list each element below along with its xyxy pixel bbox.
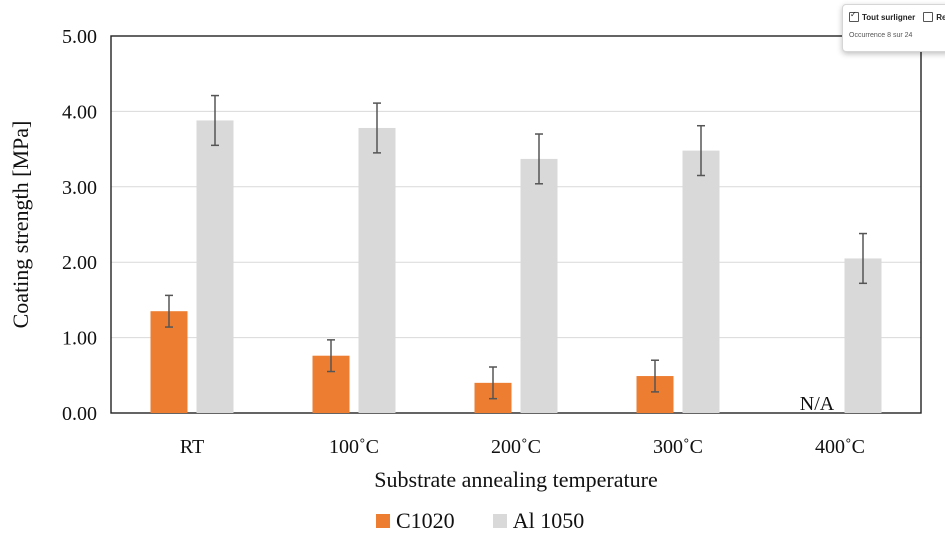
highlight-all-option[interactable]: Tout surligner — [849, 10, 916, 22]
x-tick-label: 100˚C — [329, 436, 379, 458]
legend-item-al1050: Al 1050 — [492, 508, 585, 534]
second-option[interactable]: Re — [923, 12, 945, 22]
chart-legend: C1020 Al 1050 — [376, 508, 622, 534]
x-tick-label: 400˚C — [815, 436, 865, 458]
x-tick-label: 300˚C — [653, 436, 703, 458]
find-bar-popup: Tout surligner Re Occurrence 8 sur 24 — [842, 4, 945, 52]
x-tick-label: 200˚C — [491, 436, 541, 458]
x-axis-title: Substrate annealing temperature — [374, 467, 657, 492]
highlight-all-label: Tout surligner — [862, 12, 916, 22]
y-axis-title: Coating strength [MPa] — [8, 121, 33, 329]
legend-label-c1020: C1020 — [396, 508, 455, 533]
bar-c1020 — [150, 311, 188, 413]
plot-area-border — [110, 35, 922, 414]
y-tick-label: 2.00 — [62, 252, 97, 274]
x-tick-label: RT — [180, 436, 204, 458]
bar-al1050 — [358, 127, 396, 413]
second-option-label: Re — [936, 12, 945, 22]
bar-al1050 — [520, 158, 558, 413]
na-annotation: N/A — [800, 393, 835, 415]
highlight-all-checkbox[interactable] — [849, 10, 859, 22]
bar-al1050 — [682, 150, 720, 413]
legend-label-al1050: Al 1050 — [512, 508, 585, 533]
second-option-checkbox[interactable] — [923, 12, 934, 22]
y-tick-label: 5.00 — [62, 26, 97, 48]
bar-al1050 — [196, 120, 234, 413]
y-tick-label: 3.00 — [62, 177, 97, 199]
legend-swatch-al1050 — [492, 514, 507, 528]
bar-al1050 — [844, 258, 882, 413]
legend-swatch-c1020 — [376, 514, 390, 528]
y-tick-label: 0.00 — [62, 403, 97, 425]
occurrence-count: Occurrence 8 sur 24 — [849, 32, 913, 39]
legend-item-c1020: C1020 — [376, 508, 455, 534]
y-tick-label: 4.00 — [62, 101, 97, 123]
y-tick-label: 1.00 — [62, 328, 97, 350]
